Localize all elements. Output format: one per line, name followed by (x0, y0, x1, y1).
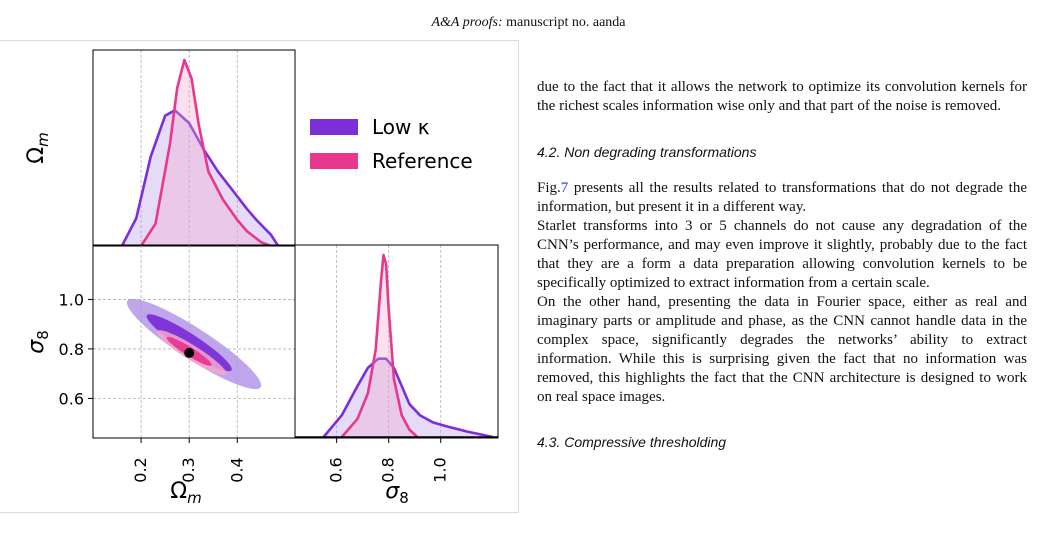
sigma-marginal-ticks: 0.6 0.8 1.0 (327, 438, 450, 483)
omega-marginal-grid (140, 50, 238, 246)
sigma-marginal-frame (294, 244, 499, 439)
joint-xlabel: Ωm (170, 479, 201, 507)
corner-plot-figure: Ωm Low κ Reference 0.2 0.3 0.4 0.6 0.8 1.0 Ωm… (24, 49, 499, 507)
joint-ylabel: σ8 (24, 330, 52, 354)
omega-m-marginal-panel: Ωm (24, 49, 296, 247)
sigma-xtick-label-0: 0.6 (327, 457, 346, 482)
sigma-xtick-label-1: 0.8 (379, 457, 398, 482)
joint-contour-panel: 0.2 0.3 0.4 0.6 0.8 1.0 Ωm σ8 (24, 244, 296, 507)
plot-legend: Low κ Reference (310, 115, 473, 173)
sigma-marginal-area-reference (341, 255, 418, 437)
joint-ytick-label-2: 1.0 (59, 290, 84, 309)
sigma-marginal-area-low-kappa (323, 358, 493, 437)
joint-ytick-label-0: 0.6 (59, 389, 84, 408)
sigma-marginal-grid (336, 245, 442, 438)
manuscript-label: manuscript no. aanda (506, 15, 626, 30)
legend-swatch-reference (310, 153, 358, 169)
sigma-marginal-xlabel: σ8 (385, 479, 409, 507)
sigma-marginal-line-low-kappa (322, 357, 494, 438)
figure-7-link[interactable]: 7 (560, 180, 569, 196)
journal-name: A&A proofs: (431, 15, 503, 30)
fiducial-point (184, 347, 195, 358)
text-column: due to the fact that it allows the netwo… (537, 78, 1027, 452)
paragraph-fig7: Fig.7 presents all the results related t… (537, 179, 1027, 217)
fig-prefix: Fig. (537, 180, 561, 196)
paragraph-starlet: Starlet transforms into 3 or 5 channels … (537, 218, 1027, 291)
figure-top-rule (0, 40, 518, 41)
joint-xtick-label-2: 0.4 (227, 457, 246, 482)
fig7-text: presents all the results related to tran… (537, 180, 1027, 215)
joint-xtick-label-0: 0.2 (131, 457, 150, 482)
section-heading: 4.2. Non degrading transformations (537, 144, 757, 160)
sigma-marginal-line-reference (340, 253, 419, 438)
running-header: A&A proofs: manuscript no. aanda (0, 15, 1057, 31)
sigma-marginal-curves (295, 253, 498, 438)
joint-contours (126, 298, 262, 390)
next-section-heading: 4.3. Compressive thresholding (537, 434, 727, 450)
joint-xtick-label-1: 0.3 (179, 457, 198, 482)
column-rule (518, 40, 519, 513)
legend-swatch-low-kappa (310, 119, 358, 135)
joint-ytick-label-1: 0.8 (59, 340, 84, 359)
paragraph-fourier: On the other hand, presenting the data i… (537, 294, 1027, 405)
sigma8-marginal-panel: 0.6 0.8 1.0 σ8 (294, 244, 499, 507)
omega-marginal-curves (93, 58, 295, 246)
legend-label-reference: Reference (372, 149, 473, 173)
sigma-xtick-label-2: 1.0 (431, 457, 450, 482)
legend-label-low-kappa: Low κ (372, 115, 430, 139)
omega-marginal-line-reference (140, 58, 272, 246)
figure-bottom-rule (0, 512, 518, 513)
omega-marginal-area-reference (141, 60, 271, 246)
omega-marginal-ylabel: Ωm (24, 132, 52, 163)
omega-marginal-frame (92, 49, 296, 247)
omega-marginal-area-low-kappa (121, 110, 279, 246)
paragraph-continuation: due to the fact that it allows the netwo… (537, 79, 1027, 114)
joint-ticks: 0.2 0.3 0.4 0.6 0.8 1.0 (59, 290, 247, 482)
